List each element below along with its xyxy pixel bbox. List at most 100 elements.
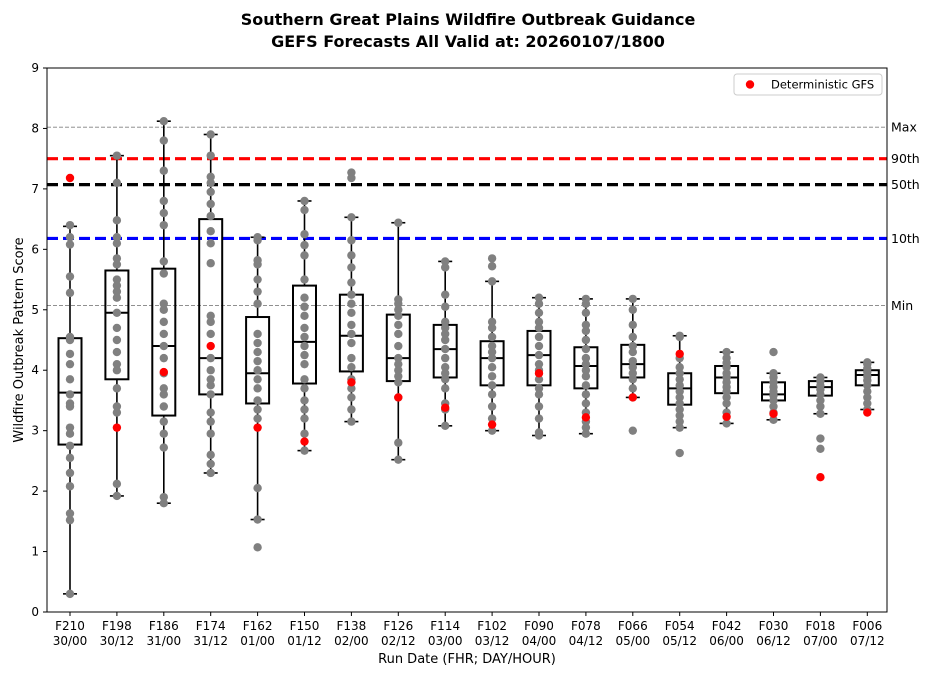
member-point [441,335,450,345]
member-point [441,257,450,266]
member-point [769,347,778,357]
member-point [253,347,262,357]
member-point [722,353,731,363]
member-point [206,199,215,209]
member-point [394,378,403,387]
member-point [206,459,215,469]
x-tick-run: 01/12 [287,634,322,648]
member-point [112,260,122,269]
member-point [159,299,168,308]
member-point [394,341,403,351]
member-point [487,426,497,435]
member-point [253,414,262,423]
x-tick-fhr: F114 [430,619,460,633]
member-point [347,263,356,272]
member-point [159,166,168,175]
chart-subtitle: GEFS Forecasts All Valid at: 20260107/18… [271,32,665,51]
member-point [159,305,168,314]
x-tick-run: 02/12 [381,634,416,648]
member-point [628,347,637,357]
member-point [253,515,262,524]
member-point [206,187,215,197]
gfs-point [65,173,75,183]
member-point [675,363,684,372]
member-point [112,491,122,501]
member-point [159,329,168,339]
member-point [65,509,75,518]
member-point [65,482,75,491]
member-point [722,369,731,378]
x-tick-fhr: F174 [196,619,226,633]
member-point [581,399,591,408]
member-point [65,390,75,399]
x-tick-fhr: F054 [665,619,695,633]
member-point [581,294,591,304]
member-point [394,372,403,381]
member-point [112,281,122,290]
member-point [534,384,544,393]
member-point [159,429,168,438]
member-point [581,423,591,432]
gfs-point [675,349,684,359]
member-point [441,384,450,393]
member-point [65,429,75,438]
member-point [159,116,168,126]
member-point [206,151,215,160]
x-tick-run: 07/00 [803,634,838,648]
box-iqr [151,267,177,417]
member-point [675,423,684,432]
member-point [863,393,872,402]
member-point [112,359,122,369]
member-point [487,353,497,363]
member-point [65,349,75,359]
ref-label-min: Min [891,298,913,313]
x-tick-run: 04/12 [569,634,604,648]
gfs-point [159,367,168,377]
member-point [347,320,356,330]
member-point [628,369,637,378]
member-point [65,240,75,249]
member-point [534,317,544,327]
member-point [112,408,122,417]
gfs-point [112,423,122,432]
member-point [581,366,591,375]
gfs-point [441,403,450,412]
member-point [816,373,825,382]
member-point [534,350,544,360]
chart-title: Southern Great Plains Wildfire Outbreak … [241,10,696,29]
member-point [206,317,215,327]
box-iqr [292,284,317,385]
member-point [628,341,637,351]
member-point [300,429,309,438]
member-point [300,405,309,414]
member-point [112,308,122,317]
member-point [487,323,497,333]
member-point [112,347,122,357]
member-point [347,168,356,177]
member-point [675,417,684,426]
member-point [863,387,872,396]
member-point [441,290,450,299]
member-point [675,399,684,408]
member-point [65,288,75,298]
member-point [816,434,825,443]
member-point [159,417,168,426]
member-point [159,492,168,502]
member-point [628,375,637,384]
x-tick-fhr: F210 [55,619,85,633]
plot-frame [46,67,888,613]
gfs-point [300,437,309,446]
y-tick-label: 2 [31,484,39,498]
member-point [65,453,75,463]
member-point [300,323,309,333]
y-tick-label: 8 [31,121,39,135]
member-point [347,308,356,317]
member-point [816,409,825,418]
gfs-point [722,412,731,421]
x-tick-fhr: F018 [805,619,835,633]
member-point [581,372,591,381]
member-point [534,359,544,369]
y-axis-label: Wildfire Outbreak Pattern Score [12,237,27,442]
member-point [206,366,215,375]
